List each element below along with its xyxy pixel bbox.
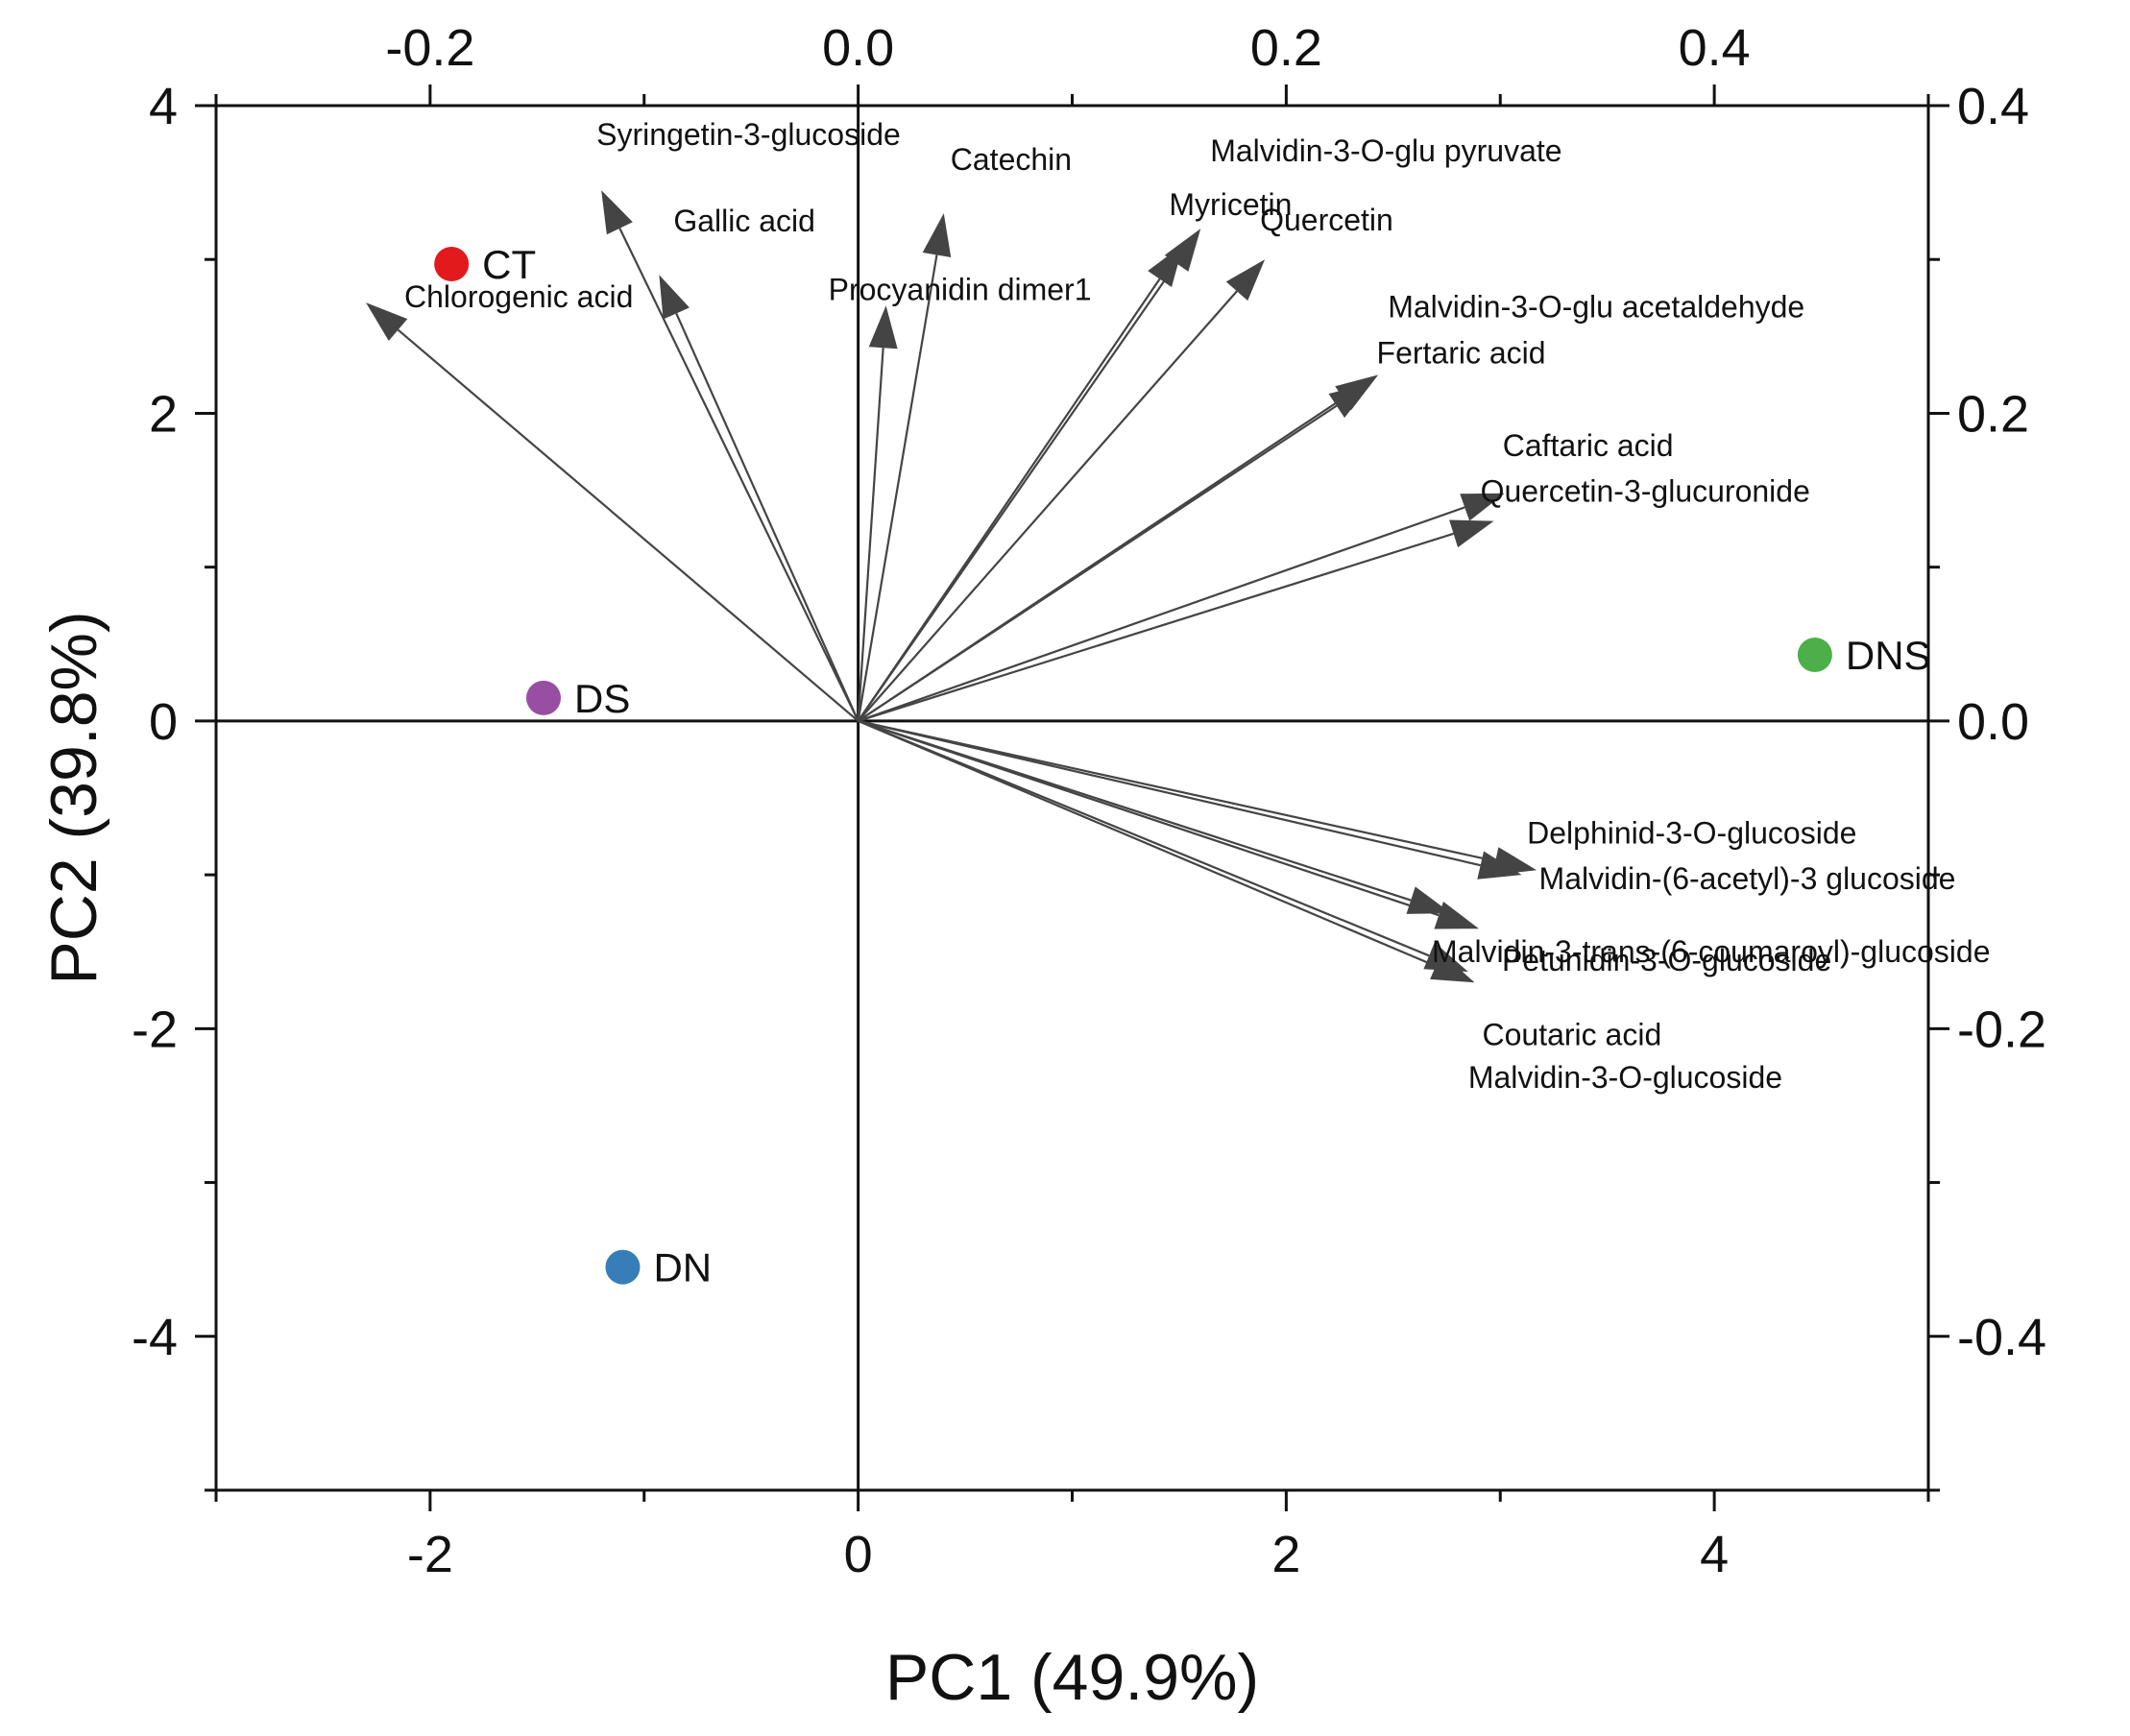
score-points: CT DS DNS DN <box>434 242 1931 1290</box>
right-tick-label: 0.0 <box>1957 693 2029 751</box>
bottom-tick-label: 0 <box>844 1526 873 1583</box>
loading-arrow-head <box>1449 519 1494 548</box>
loading-arrow-shaft <box>858 719 1437 968</box>
loading-arrow-shaft <box>858 719 1496 862</box>
loading-arrow-head <box>1328 382 1372 419</box>
loading-label: Gallic acid <box>673 204 815 238</box>
bottom-tick-label: 2 <box>1271 1526 1300 1583</box>
loading-label: Malvidin-3-trans-(6-coumaroyl)-glucoside <box>1432 934 1991 969</box>
loading-arrow-shaft <box>397 328 859 722</box>
loading-label: Myricetin <box>1169 187 1292 222</box>
top-tick-label: -0.2 <box>385 19 474 77</box>
left-tick-label: 0 <box>149 693 178 751</box>
loading-arrow-shaft <box>858 719 1430 957</box>
loading-label: Coutaric acid <box>1483 1017 1662 1051</box>
score-point <box>434 247 470 282</box>
loading-label: Malvidin-3-O-glu pyruvate <box>1210 133 1561 168</box>
loading-label: Catechin <box>951 142 1072 177</box>
score-label: DN <box>653 1245 712 1290</box>
loading-arrow-shaft <box>857 277 1161 722</box>
top-tick-label: 0.2 <box>1250 19 1322 77</box>
right-tick-label: 0.4 <box>1957 78 2029 135</box>
loading-arrow-head <box>1423 942 1468 973</box>
left-tick-label: -4 <box>132 1309 178 1366</box>
loading-label: Syringetin-3-glucoside <box>596 117 901 152</box>
bottom-tick-label: -2 <box>407 1526 453 1583</box>
loading-arrow-head <box>868 305 898 350</box>
loading-arrows <box>366 190 1537 983</box>
loading-arrow-shaft <box>857 348 884 721</box>
loading-arrow-head <box>601 190 633 235</box>
loading-arrow-head <box>659 275 690 320</box>
loading-arrow-head <box>1148 244 1184 288</box>
loading-arrow-shaft <box>618 228 859 722</box>
loading-arrow-head <box>1225 259 1266 301</box>
loading-label: Quercetin-3-glucuronide <box>1481 474 1810 509</box>
axis-titles: PC1 (49.9%) PC2 (39.8%) <box>37 611 1259 1714</box>
score-label: CT <box>482 242 536 287</box>
score-point <box>525 680 561 715</box>
x-axis-title: PC1 (49.9%) <box>885 1641 1259 1714</box>
loading-labels: Chlorogenic acid Syringetin-3-glucoside Ga… <box>404 117 1990 1095</box>
right-tick-label: 0.2 <box>1957 385 2029 443</box>
loading-arrow-shaft <box>858 506 1465 722</box>
loading-arrow-shaft <box>857 254 938 722</box>
loading-arrow-shaft <box>675 312 859 722</box>
bottom-tick-label: 4 <box>1700 1526 1729 1583</box>
left-tick-label: 2 <box>149 385 178 443</box>
loading-label: Petunidin-3-O-glucoside <box>1502 943 1831 977</box>
score-label: DNS <box>1846 633 1931 678</box>
loading-arrow-shaft <box>857 290 1238 722</box>
loading-label: Caftaric acid <box>1503 428 1674 463</box>
right-tick-label: -0.2 <box>1957 1001 2046 1058</box>
loading-arrow-head <box>922 213 952 258</box>
loading-label: Malvidin-(6-acetyl)-3 glucoside <box>1539 861 1956 896</box>
loading-label: Procyanidin dimer1 <box>829 272 1092 306</box>
loading-arrow-shaft <box>858 719 1481 867</box>
left-tick-label: -2 <box>132 1001 178 1058</box>
top-tick-label: 0.4 <box>1679 19 1751 77</box>
loading-arrow-head <box>366 302 408 342</box>
right-tick-label: -0.4 <box>1957 1309 2046 1366</box>
y-axis-title: PC2 (39.8%) <box>37 611 110 984</box>
score-label: DS <box>574 676 630 721</box>
zero-lines <box>216 106 1928 1490</box>
loading-arrow-head <box>1434 902 1479 929</box>
axis-ticks: -2 0 2 4 -4 -2 0 2 4 -0.2 0.0 0.2 0.4 -0.4 -0.2 0.0 0.2 0… <box>132 19 2046 1583</box>
loading-arrow-head <box>1477 851 1522 880</box>
left-tick-label: 4 <box>149 78 178 135</box>
loading-label: Malvidin-3-O-glu acetaldehyde <box>1388 289 1804 324</box>
score-point <box>1797 637 1832 672</box>
top-tick-label: 0.0 <box>822 19 894 77</box>
loading-arrow-head <box>1460 493 1505 521</box>
loading-label: Quercetin <box>1260 203 1393 237</box>
loading-label: Malvidin-3-O-glucoside <box>1468 1060 1782 1095</box>
loading-label: Fertaric acid <box>1377 335 1546 370</box>
loading-arrow-shaft <box>858 532 1454 722</box>
loading-label: Delphinid-3-O-glucoside <box>1527 815 1856 850</box>
score-point <box>605 1249 641 1285</box>
loading-arrow-shaft <box>858 719 1440 917</box>
loading-arrow-shaft <box>858 404 1338 722</box>
loading-label: Chlorogenic acid <box>404 279 633 314</box>
